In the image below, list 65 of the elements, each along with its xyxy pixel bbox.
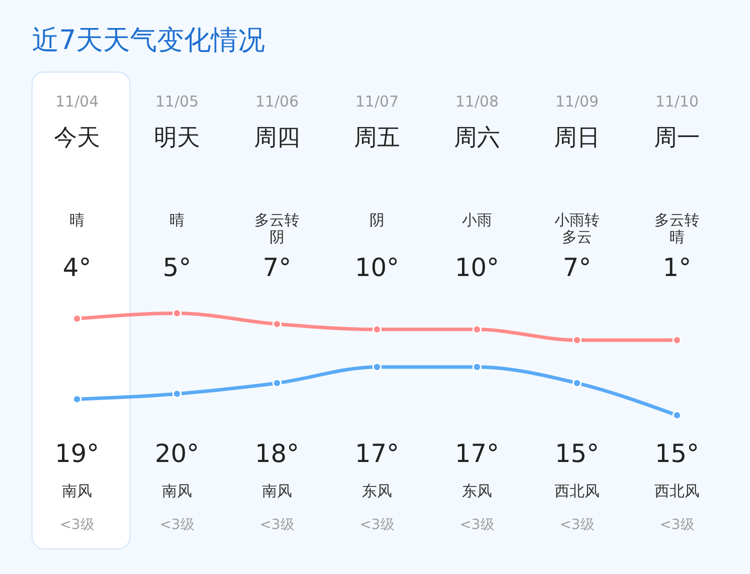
text: 明天	[154, 125, 200, 151]
text: 周五	[354, 125, 400, 151]
text: 周四	[254, 125, 300, 151]
data-label: 7°	[262, 253, 292, 282]
point	[372, 324, 382, 334]
data-label: 18°	[254, 439, 300, 468]
point	[672, 410, 682, 420]
text: 今天	[54, 125, 100, 151]
data-label: 1°	[662, 253, 692, 282]
text: 西北风	[554, 482, 600, 500]
data-label: 10°	[354, 253, 400, 282]
data-label: 7°	[562, 253, 592, 282]
data-label: 10°	[454, 253, 500, 282]
point	[372, 362, 382, 372]
text: <3级	[260, 517, 294, 533]
text: <3级	[360, 517, 394, 533]
point	[572, 378, 582, 388]
x-tick-label: 11/07	[355, 92, 399, 110]
point	[72, 394, 82, 404]
data-label: 17°	[454, 439, 500, 468]
text: 周日	[554, 125, 600, 151]
text: 多云转	[654, 211, 700, 229]
data-label: 15°	[554, 439, 600, 468]
text: 南风	[162, 482, 192, 500]
text: 晴	[70, 211, 84, 229]
data-label: 20°	[154, 439, 200, 468]
text: 多云转阴	[254, 211, 300, 246]
text: 小雨转多云	[554, 211, 600, 246]
text: <3级	[660, 517, 694, 533]
point	[472, 324, 482, 334]
text: <3级	[160, 517, 194, 533]
text: <3级	[60, 517, 94, 533]
x-tick-label: 11/08	[455, 92, 499, 110]
x-tick-label: 11/04	[55, 92, 99, 110]
chart-title: 近7天天气变化情况	[32, 25, 266, 56]
point	[172, 389, 182, 398]
text: 东风	[362, 482, 392, 500]
point	[572, 336, 582, 345]
point	[72, 314, 82, 324]
data-label: 5°	[162, 253, 192, 282]
text: 周六	[454, 125, 500, 151]
text: 周一	[654, 125, 700, 151]
data-label: 4°	[62, 253, 92, 282]
data-label: 19°	[54, 439, 100, 468]
text: 小雨	[462, 211, 492, 229]
point	[672, 336, 682, 345]
text: <3级	[560, 517, 594, 533]
text: 西北风	[654, 482, 700, 500]
point	[272, 378, 282, 388]
text: 阴	[370, 211, 384, 229]
point	[472, 362, 482, 372]
x-tick-label: 11/09	[555, 92, 599, 110]
x-tick-label: 11/06	[255, 92, 299, 110]
text: 晴	[170, 211, 184, 229]
text: 晴	[670, 228, 684, 246]
data-label: 15°	[654, 439, 700, 468]
text: 南风	[262, 482, 292, 500]
point	[172, 308, 182, 318]
text: 东风	[462, 482, 492, 500]
data-label: 17°	[354, 439, 400, 468]
text: <3级	[460, 517, 494, 533]
x-tick-label: 11/10	[655, 92, 699, 110]
point	[272, 319, 282, 329]
x-tick-label: 11/05	[155, 92, 199, 110]
text: 南风	[62, 482, 92, 500]
